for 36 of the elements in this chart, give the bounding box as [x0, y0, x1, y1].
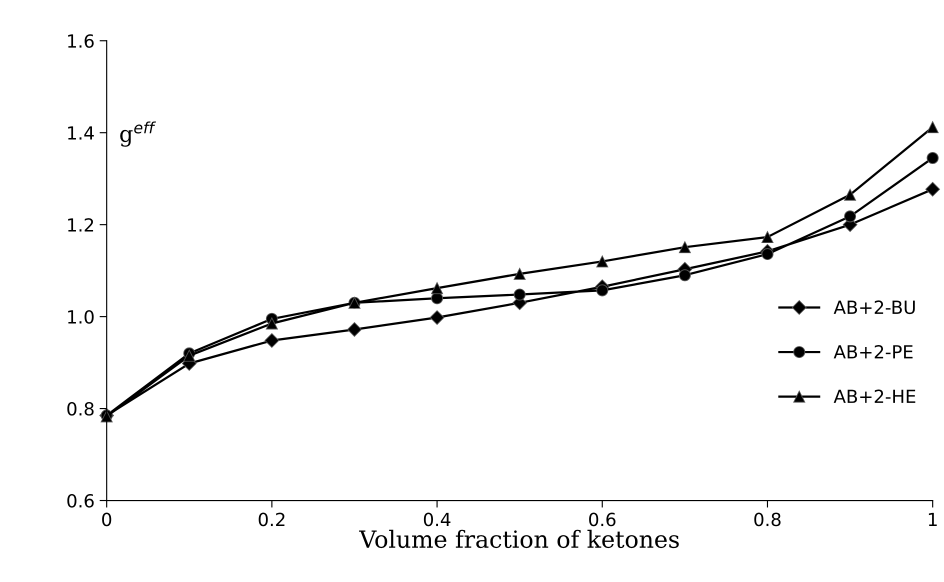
y-tick-label: 1.4 [68, 126, 94, 140]
legend-label: AB+2-PE [834, 344, 913, 358]
x-tick-label: 1 [928, 512, 937, 526]
point [844, 210, 856, 222]
x-tick-label: 0.2 [258, 512, 284, 526]
point [266, 318, 278, 330]
point [430, 310, 444, 325]
y-tick-label: 0.8 [67, 402, 94, 416]
y-axis-title: g$^{eff}$ [120, 121, 156, 147]
x-tick-label: 0.6 [589, 512, 616, 526]
point [183, 350, 196, 362]
point [596, 255, 608, 268]
x-tick-label: 0.8 [754, 512, 781, 526]
point [925, 182, 940, 197]
point [431, 282, 444, 294]
legend-label: AB+2-HE [834, 390, 916, 403]
y-tick-label: 1.6 [68, 34, 94, 48]
point [264, 333, 280, 348]
point [926, 152, 939, 164]
x-tick-label: 0.4 [424, 512, 450, 526]
x-axis-title: Volume fraction of ketones [359, 530, 679, 548]
point [514, 288, 526, 301]
point [926, 121, 939, 134]
y-tick-label: 1.2 [68, 218, 94, 232]
point [514, 268, 526, 280]
y-tick-label: 1.0 [68, 310, 94, 324]
y-tick-label: 0.6 [67, 494, 94, 508]
legend-label: AB+2-BU [834, 300, 915, 314]
point [678, 269, 691, 282]
point [678, 241, 691, 254]
point [761, 248, 774, 260]
x-tick-label: 0 [102, 512, 112, 526]
point [596, 284, 608, 296]
point [844, 188, 856, 201]
point [347, 322, 362, 337]
point [761, 231, 774, 244]
